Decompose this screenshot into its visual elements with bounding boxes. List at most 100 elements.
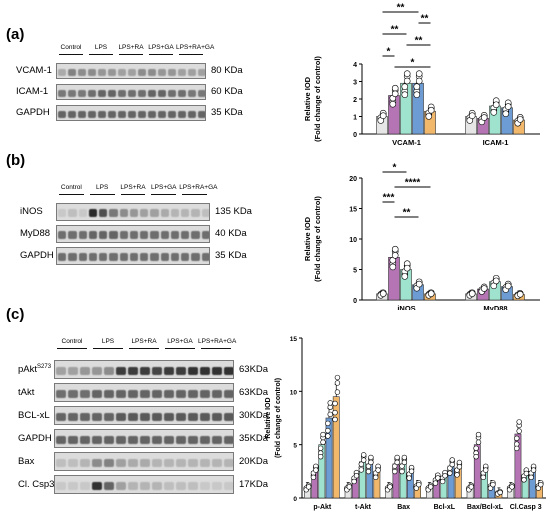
x-tick-label: MyD88 [483, 304, 507, 310]
blot-band [164, 389, 174, 398]
blot-size-label: 80 KDa [211, 65, 243, 76]
blot-band [99, 231, 108, 239]
blot-band [168, 89, 176, 97]
blot-label: ICAM-1 [16, 86, 49, 97]
blot-band [188, 68, 196, 76]
blot-band [138, 89, 146, 97]
significance-label: * [411, 58, 415, 69]
blot-band [128, 458, 138, 467]
blot-band [224, 481, 233, 490]
blot-band [160, 209, 169, 217]
blot-band [129, 231, 139, 239]
blot-band [170, 209, 180, 217]
blot-strip [56, 63, 206, 79]
blot-size-label: 63KDa [239, 386, 269, 398]
blot-label: Bax [18, 455, 35, 467]
panel-label-c: (c) [6, 306, 25, 323]
blot-band [68, 209, 77, 217]
data-point [415, 70, 423, 77]
data-point [372, 474, 379, 481]
blot-band [56, 412, 66, 421]
blot-size-label: 30KDa [239, 409, 269, 421]
blot-band [104, 389, 114, 398]
blot-band [148, 68, 156, 76]
blot-band [128, 89, 136, 97]
blot-band [188, 89, 196, 97]
blot-strip [56, 203, 210, 221]
blot-strip [54, 360, 234, 379]
blot-band [164, 412, 174, 421]
data-point [497, 489, 503, 496]
blot-band [140, 412, 150, 421]
blot-label: GAPDH [16, 107, 50, 118]
blot-band [58, 253, 67, 261]
data-point [387, 484, 393, 490]
blot-strip [56, 225, 210, 243]
data-point [391, 90, 399, 98]
blot-band [164, 366, 174, 375]
blot-strip [54, 475, 234, 494]
condition-label: LPS+RA+GA [198, 338, 237, 345]
blot-band [80, 435, 90, 444]
blot-band [109, 231, 118, 239]
data-point [403, 264, 411, 272]
blot-band [119, 231, 128, 239]
data-point [392, 463, 398, 469]
data-point [332, 416, 338, 423]
blot-band [178, 110, 186, 118]
x-tick-label: Bcl-xL [434, 504, 456, 511]
blot-band [56, 435, 66, 444]
blot-band [128, 412, 138, 421]
data-point [483, 467, 489, 473]
blot-band [212, 389, 222, 398]
y-axis-label: Relative IOD [303, 216, 312, 261]
blot-band [68, 253, 77, 261]
data-point [468, 112, 476, 120]
blot-band [212, 458, 222, 467]
data-point [401, 459, 408, 466]
data-point [480, 474, 487, 481]
blot-band [152, 435, 162, 444]
data-point [353, 473, 360, 479]
data-point [406, 475, 412, 481]
y-tick-label: 0 [353, 132, 357, 139]
data-point [403, 77, 411, 85]
blot-band [68, 89, 76, 97]
data-point [413, 91, 421, 98]
blot-band [200, 389, 210, 398]
y-tick-label: 10 [349, 237, 357, 244]
blot-band [80, 389, 90, 398]
y-tick-label: 10 [290, 389, 298, 396]
data-point [399, 468, 405, 475]
data-point [325, 420, 331, 427]
blot-band [68, 458, 78, 467]
data-point [317, 453, 324, 460]
data-point [320, 431, 326, 438]
blot-band [88, 209, 98, 217]
data-point [432, 480, 439, 486]
blot-band [158, 89, 166, 97]
data-point [392, 468, 398, 475]
blot-band [178, 89, 186, 97]
blot-band [118, 110, 126, 118]
condition-underline [165, 348, 195, 349]
blot-band [99, 209, 108, 217]
condition-label: LPS [96, 184, 109, 191]
data-point [516, 419, 522, 425]
blot-band [224, 412, 233, 421]
condition-label: LPS+RA [120, 184, 146, 191]
blot-band [119, 209, 128, 217]
blot-strip [54, 406, 234, 425]
y-axis-label: (Fold change of control) [313, 196, 322, 282]
blot-band [88, 253, 98, 261]
data-point [447, 470, 453, 476]
blot-band [181, 253, 190, 261]
y-tick-label: 0 [293, 496, 297, 503]
blot-band [104, 435, 114, 444]
x-tick-label: Bax/Bcl-xL [467, 504, 504, 511]
data-point [490, 109, 498, 116]
blot-label: GAPDH [20, 250, 54, 261]
condition-underline [93, 348, 123, 349]
blot-label: pAktS273 [18, 363, 52, 375]
blot-band [176, 366, 186, 375]
